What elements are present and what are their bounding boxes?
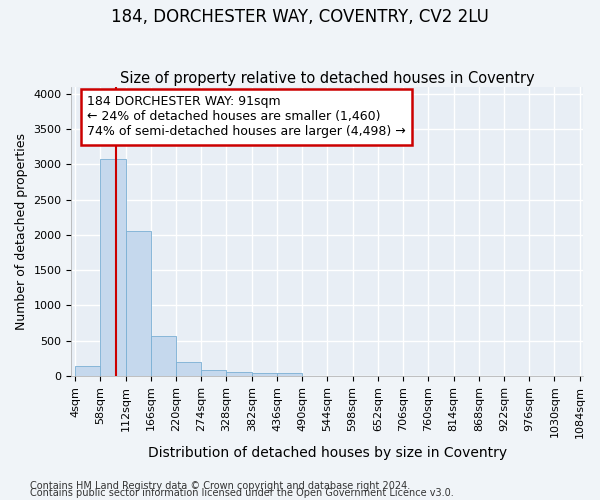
Bar: [75, 366, 100, 376]
Text: Contains HM Land Registry data © Crown copyright and database right 2024.: Contains HM Land Registry data © Crown c…: [30, 481, 410, 491]
Bar: [252, 373, 277, 376]
Text: Contains public sector information licensed under the Open Government Licence v3: Contains public sector information licen…: [30, 488, 454, 498]
Text: 184 DORCHESTER WAY: 91sqm
← 24% of detached houses are smaller (1,460)
74% of se: 184 DORCHESTER WAY: 91sqm ← 24% of detac…: [87, 96, 406, 138]
Y-axis label: Number of detached properties: Number of detached properties: [15, 133, 28, 330]
Bar: [226, 372, 252, 376]
Bar: [125, 230, 151, 376]
Bar: [176, 362, 201, 376]
Text: 184, DORCHESTER WAY, COVENTRY, CV2 2LU: 184, DORCHESTER WAY, COVENTRY, CV2 2LU: [111, 8, 489, 26]
Title: Size of property relative to detached houses in Coventry: Size of property relative to detached ho…: [120, 70, 535, 86]
Bar: [151, 336, 176, 376]
Bar: [100, 160, 125, 376]
X-axis label: Distribution of detached houses by size in Coventry: Distribution of detached houses by size …: [148, 446, 507, 460]
Bar: [201, 370, 226, 376]
Bar: [277, 373, 302, 376]
